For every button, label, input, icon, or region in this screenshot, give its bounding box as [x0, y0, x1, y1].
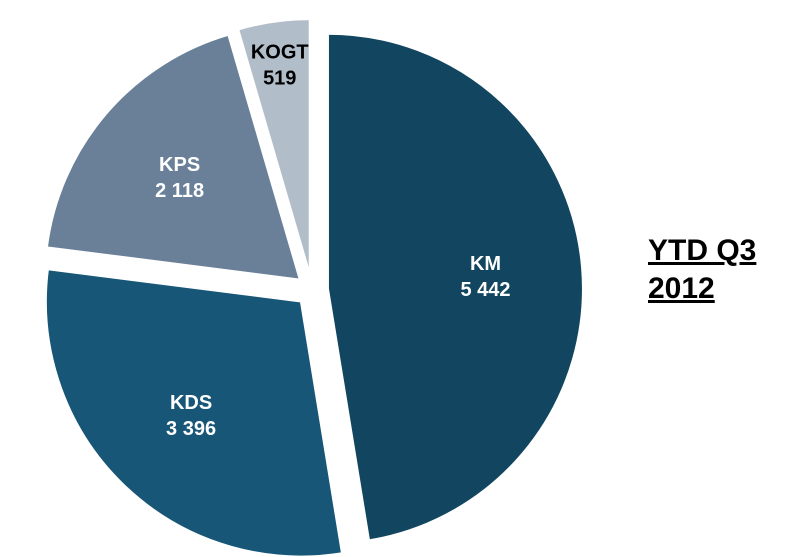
slice-name: KOGT — [251, 42, 309, 64]
pie-slice — [44, 268, 344, 557]
pie-slice — [236, 18, 311, 275]
slice-label: KDS 3 396 — [166, 392, 216, 440]
slice-value: 5 442 — [460, 279, 510, 301]
slice-name: KDS — [170, 392, 212, 414]
pie-slice — [326, 32, 584, 542]
slice-name: KPS — [159, 154, 200, 176]
slice-value: 2 118 — [155, 180, 204, 202]
slice-label: KM 5 442 — [460, 253, 510, 301]
slice-value: 519 — [263, 68, 296, 90]
slice-label: KOGT 519 — [251, 42, 309, 90]
slice-label: KPS 2 118 — [155, 154, 204, 202]
chart-title: YTD Q3 2012 — [648, 234, 757, 305]
slice-name: KM — [470, 253, 501, 275]
slice-value: 3 396 — [166, 418, 216, 440]
pie-slice — [45, 33, 302, 281]
